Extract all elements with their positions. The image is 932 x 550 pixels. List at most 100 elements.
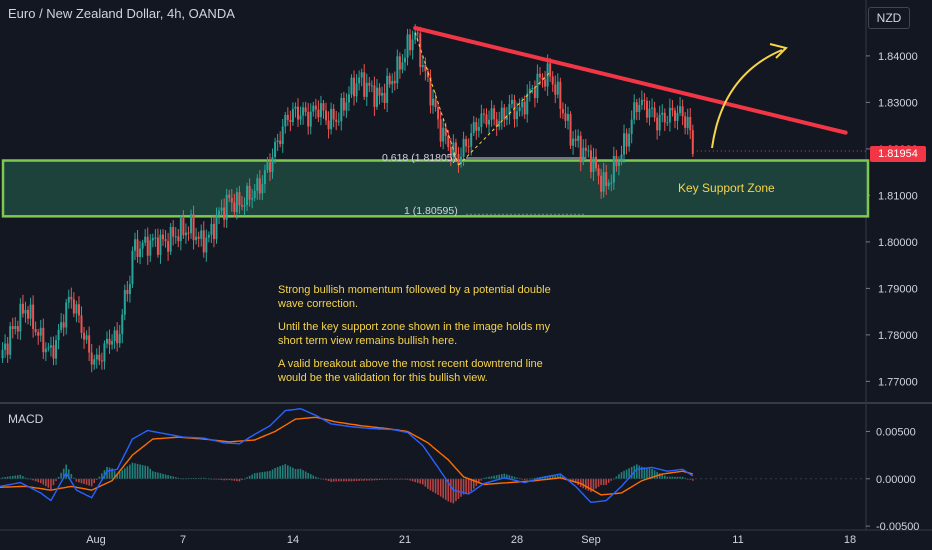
candle-body xyxy=(133,239,136,251)
macd-histogram-bar xyxy=(472,478,475,489)
currency-button[interactable]: NZD xyxy=(868,7,910,29)
macd-histogram-bar xyxy=(414,478,416,483)
candle-body xyxy=(531,87,534,89)
candle-body xyxy=(572,138,575,146)
time-tick-label: 14 xyxy=(287,534,299,546)
candle-body xyxy=(325,110,328,121)
macd-histogram-bar xyxy=(399,478,401,480)
candle-body xyxy=(205,237,208,253)
candle-body xyxy=(577,135,580,141)
macd-histogram-bar xyxy=(602,478,605,486)
candle-body xyxy=(503,107,506,120)
candle-body xyxy=(541,77,544,80)
candle-body xyxy=(625,133,628,147)
candle-body xyxy=(200,230,203,239)
candle-body xyxy=(340,97,343,122)
macd-tick-label: -0.00500 xyxy=(876,521,919,533)
macd-histogram-bar xyxy=(582,478,585,489)
candle-body xyxy=(437,107,440,120)
candle-body xyxy=(495,119,498,127)
macd-histogram-bar xyxy=(368,478,371,481)
macd-histogram-bar xyxy=(523,478,526,480)
macd-histogram-bar xyxy=(65,464,68,479)
candle-body xyxy=(498,121,501,127)
candle-body xyxy=(182,218,185,236)
candle-body xyxy=(355,83,358,97)
macd-histogram-bar xyxy=(269,470,271,479)
macd-histogram-bar xyxy=(480,478,483,481)
macd-histogram-bar xyxy=(470,478,473,492)
time-tick-label: 21 xyxy=(399,534,411,546)
macd-histogram-bar xyxy=(506,474,508,479)
macd-histogram-bar xyxy=(661,474,664,479)
candle-body xyxy=(207,234,210,238)
candle-body xyxy=(630,119,633,134)
candle-body xyxy=(274,141,277,158)
macd-histogram-bar xyxy=(141,465,144,479)
candle-body xyxy=(37,332,40,336)
macd-histogram-bar xyxy=(108,467,111,479)
annotation-line-1: Strong bullish momentum followed by a po… xyxy=(278,284,551,310)
candle-body xyxy=(426,71,429,78)
macd-histogram-bar xyxy=(587,478,590,491)
macd-histogram-bar xyxy=(679,476,681,479)
candle-body xyxy=(90,352,93,365)
fib-label-lower: 1 (1.80595) xyxy=(404,205,458,217)
candle-body xyxy=(268,162,271,173)
annotation-line-2: Until the key support zone shown in the … xyxy=(278,321,551,347)
candle-body xyxy=(689,117,692,131)
candle-body xyxy=(574,138,577,141)
candle-body xyxy=(139,248,142,257)
macd-histogram-bar xyxy=(164,474,167,479)
candle-body xyxy=(607,182,610,186)
candle-body xyxy=(526,93,529,115)
candle-body xyxy=(291,108,294,122)
macd-histogram-bar xyxy=(322,478,325,480)
macd-histogram-bar xyxy=(202,477,205,479)
macd-histogram-bar xyxy=(478,478,480,484)
key-support-zone-label: Key Support Zone xyxy=(678,181,775,195)
candle-body xyxy=(225,194,228,220)
candle-body xyxy=(174,236,177,238)
candle-body xyxy=(365,82,368,97)
macd-histogram-bar xyxy=(276,467,279,479)
candle-body xyxy=(248,185,251,200)
price-tick-label: 1.79000 xyxy=(878,283,918,295)
macd-histogram-bar xyxy=(404,478,406,480)
candle-body xyxy=(314,105,317,110)
macd-histogram-bar xyxy=(518,478,521,480)
macd-histogram-bar xyxy=(261,472,264,479)
macd-histogram-bar xyxy=(139,464,141,479)
macd-histogram-bar xyxy=(442,478,444,499)
candle-body xyxy=(105,338,108,344)
macd-histogram-bar xyxy=(60,472,62,479)
candle-body xyxy=(592,156,595,172)
macd-histogram-bar xyxy=(1,477,4,479)
macd-histogram-bar xyxy=(551,475,554,479)
candle-body xyxy=(190,214,193,234)
candle-body xyxy=(398,56,401,70)
candle-body xyxy=(393,80,396,84)
candle-body xyxy=(342,97,345,111)
candle-body xyxy=(584,147,587,151)
macd-histogram-bar xyxy=(485,477,488,479)
candle-body xyxy=(184,232,187,236)
macd-histogram-bar xyxy=(365,478,368,481)
candle-body xyxy=(401,62,404,70)
macd-histogram-bar xyxy=(630,466,633,479)
candle-body xyxy=(67,296,70,303)
candle-body xyxy=(375,87,378,107)
macd-histogram-bar xyxy=(95,478,98,480)
macd-histogram-bar xyxy=(638,465,641,479)
candle-body xyxy=(284,114,287,127)
macd-histogram-bar xyxy=(27,478,29,480)
candle-body xyxy=(21,303,24,314)
candle-body xyxy=(83,332,86,340)
macd-histogram-bar xyxy=(350,478,353,482)
candle-body xyxy=(128,284,131,295)
candle-body xyxy=(29,304,32,319)
macd-histogram-bar xyxy=(146,466,149,479)
macd-histogram-bar xyxy=(503,473,506,479)
candle-body xyxy=(98,354,101,361)
